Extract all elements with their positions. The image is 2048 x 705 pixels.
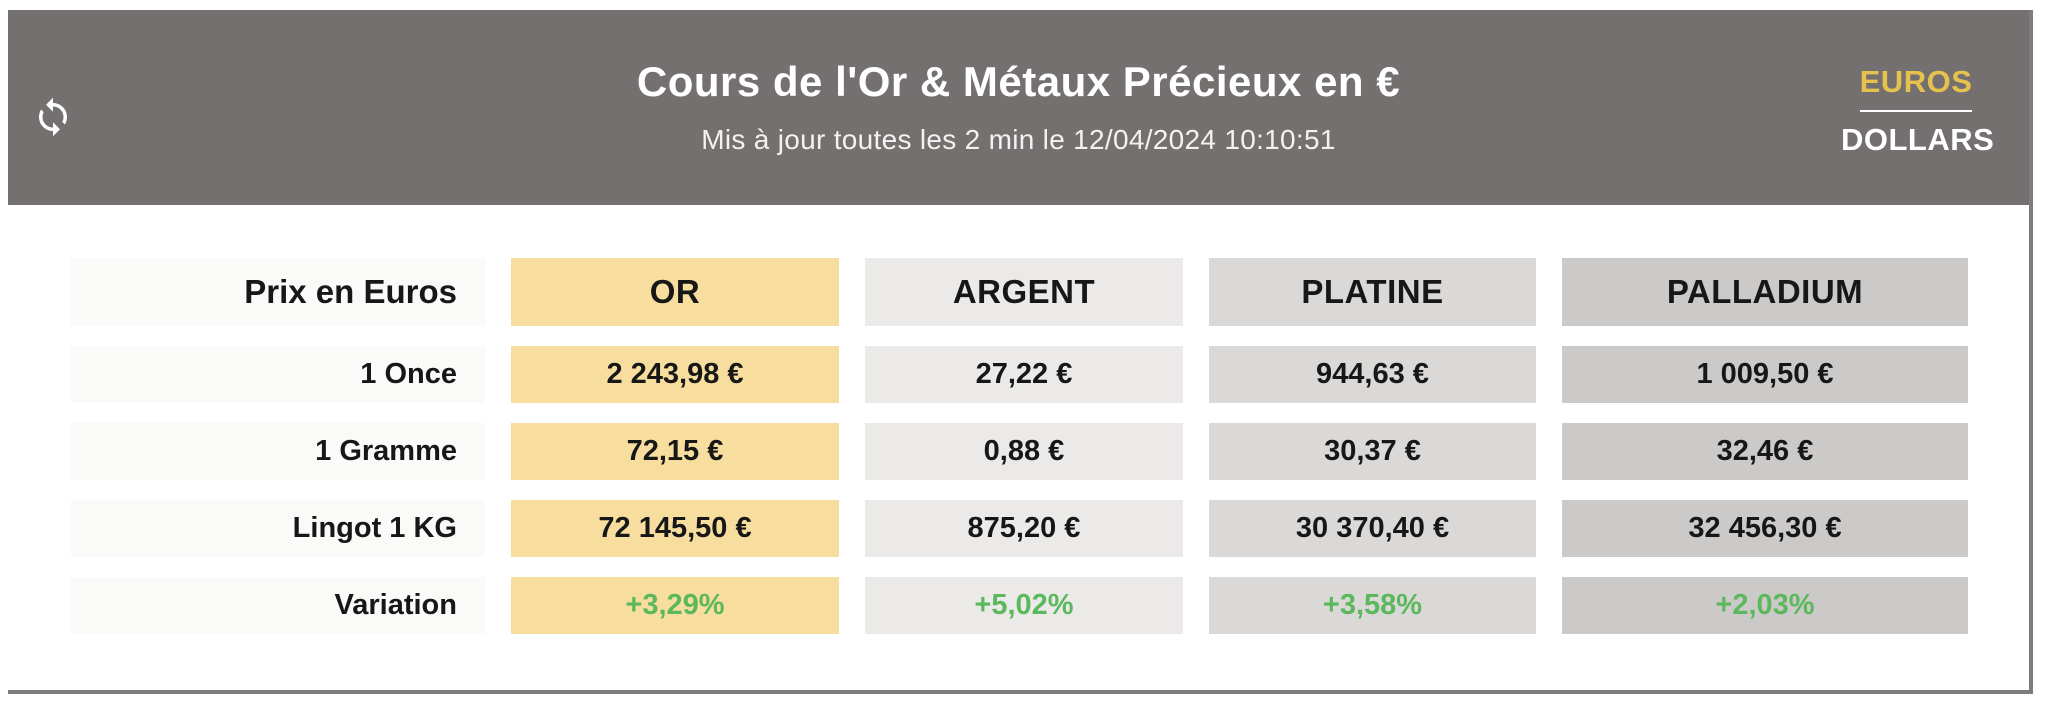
row-label-once: 1 Once [71, 346, 485, 403]
last-updated-text: Mis à jour toutes les 2 min le 12/04/202… [701, 124, 1336, 155]
row-label-lingot: Lingot 1 KG [71, 500, 485, 557]
page-title: Cours de l'Or & Métaux Précieux en € [636, 58, 1401, 105]
refresh-icon [32, 96, 74, 138]
value-or-once: 2 243,98 € [511, 346, 839, 403]
table-corner-label: Prix en Euros [71, 258, 485, 326]
value-palladium-once: 1 009,50 € [1562, 346, 1968, 403]
variation-palladium: +2,03% [1562, 577, 1968, 634]
value-palladium-gramme: 32,46 € [1562, 423, 1968, 480]
variation-platine: +3,58% [1209, 577, 1536, 634]
currency-divider [1860, 110, 1972, 112]
currency-toggle: EUROS DOLLARS [1841, 62, 1994, 160]
value-platine-once: 944,63 € [1209, 346, 1536, 403]
currency-option-dollars[interactable]: DOLLARS [1841, 120, 1994, 160]
variation-or: +3,29% [511, 577, 839, 634]
column-header-platine: PLATINE [1209, 258, 1536, 326]
row-label-variation: Variation [71, 577, 485, 634]
refresh-button[interactable] [30, 94, 76, 140]
column-header-or: OR [511, 258, 839, 326]
value-or-lingot: 72 145,50 € [511, 500, 839, 557]
metal-prices-widget: Cours de l'Or & Métaux Précieux en € Mis… [8, 10, 2033, 694]
column-header-palladium: PALLADIUM [1562, 258, 1968, 326]
value-argent-gramme: 0,88 € [865, 423, 1183, 480]
variation-argent: +5,02% [865, 577, 1183, 634]
value-or-gramme: 72,15 € [511, 423, 839, 480]
prices-table: Prix en Euros OR ARGENT PLATINE PALLADIU… [71, 258, 1968, 634]
column-header-argent: ARGENT [865, 258, 1183, 326]
value-argent-once: 27,22 € [865, 346, 1183, 403]
value-platine-lingot: 30 370,40 € [1209, 500, 1536, 557]
value-palladium-lingot: 32 456,30 € [1562, 500, 1968, 557]
row-label-gramme: 1 Gramme [71, 423, 485, 480]
value-argent-lingot: 875,20 € [865, 500, 1183, 557]
currency-option-euros[interactable]: EUROS [1841, 62, 1991, 102]
widget-header: Cours de l'Or & Métaux Précieux en € Mis… [8, 10, 2029, 205]
value-platine-gramme: 30,37 € [1209, 423, 1536, 480]
